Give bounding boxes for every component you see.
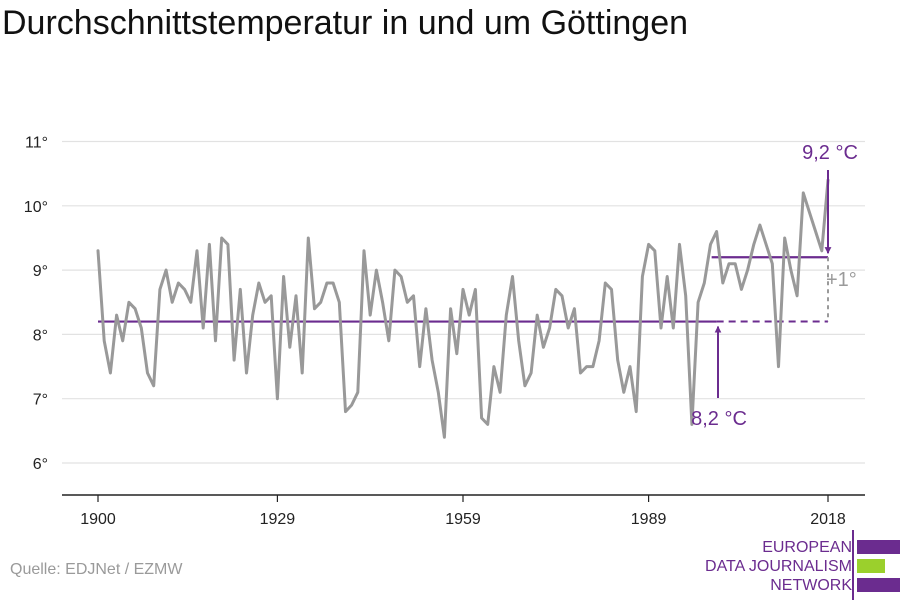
logo-bar-purple-top [857,540,900,554]
logo-line-data-journalism: DATA JOURNALISM [705,558,852,575]
low-annotation-label: 8,2 °C [691,408,747,430]
source-note: Quelle: EDJNet / EZMW [10,561,183,578]
high-annotation-label: 9,2 °C [802,142,858,164]
x-tick-label-1929: 1929 [260,511,296,528]
y-tick-label-11: 11° [25,135,48,152]
logo-bar-green [857,559,885,573]
y-tick-label-8: 8° [33,327,48,344]
logo-bar-purple-bottom [857,578,900,592]
chart-title: Durchschnittstemperatur in und um Göttin… [2,4,689,42]
x-tick-label-1900: 1900 [80,511,116,528]
logo-divider [852,530,854,600]
y-tick-label-10: 10° [24,199,48,216]
y-tick-label-6: 6° [33,456,48,473]
x-tick-label-1989: 1989 [631,511,667,528]
logo-line-european: EUROPEAN [762,539,852,556]
y-tick-label-9: 9° [33,263,48,280]
temperature-series-line [96,178,830,439]
difference-annotation-label: +1° [826,269,857,291]
x-tick-label-2018: 2018 [810,511,846,528]
edjnet-logo: EUROPEAN DATA JOURNALISM NETWORK [700,530,900,600]
x-tick-label-1959: 1959 [445,511,481,528]
y-tick-label-7: 7° [33,392,48,409]
logo-line-network: NETWORK [770,577,852,594]
